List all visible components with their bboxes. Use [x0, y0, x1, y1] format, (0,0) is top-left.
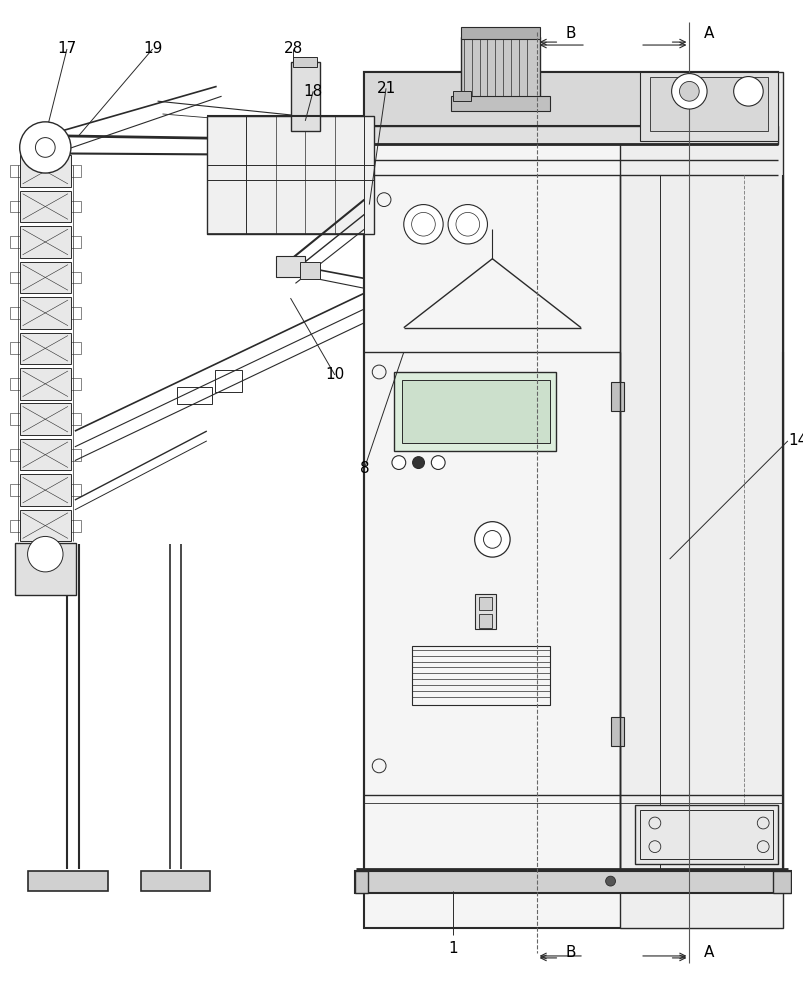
Bar	[71, 342, 80, 354]
Circle shape	[403, 205, 442, 244]
Bar	[364, 126, 777, 144]
Text: 1: 1	[447, 941, 457, 956]
Circle shape	[412, 457, 424, 468]
Bar	[71, 272, 80, 283]
Circle shape	[447, 205, 487, 244]
Bar	[354, 871, 368, 893]
Bar	[19, 368, 71, 400]
Text: 17: 17	[57, 41, 76, 56]
Bar	[71, 520, 80, 532]
Bar	[10, 342, 19, 354]
Circle shape	[19, 122, 71, 173]
Circle shape	[391, 456, 406, 469]
Bar	[10, 165, 19, 177]
Circle shape	[679, 81, 699, 101]
Bar	[10, 272, 19, 283]
Bar	[27, 871, 108, 891]
Bar	[141, 871, 210, 891]
Text: 10: 10	[324, 367, 344, 382]
Bar	[478, 597, 491, 610]
Bar	[649, 77, 767, 131]
Bar	[393, 372, 556, 451]
Circle shape	[430, 456, 445, 469]
Bar	[19, 510, 71, 541]
Bar	[639, 810, 772, 859]
Bar	[639, 72, 777, 141]
Circle shape	[27, 536, 63, 572]
Bar	[19, 474, 71, 506]
Text: 28: 28	[283, 41, 303, 56]
Bar	[411, 646, 548, 705]
Bar	[19, 439, 71, 470]
Bar	[19, 403, 71, 435]
Bar	[474, 594, 495, 629]
Bar	[609, 717, 624, 746]
Bar	[460, 27, 539, 39]
Circle shape	[474, 522, 509, 557]
Circle shape	[605, 876, 615, 886]
Bar	[10, 520, 19, 532]
Text: A: A	[703, 945, 713, 960]
Text: 21: 21	[376, 81, 395, 96]
Bar	[19, 191, 71, 222]
Bar	[10, 449, 19, 461]
Bar	[354, 871, 790, 893]
Bar	[10, 307, 19, 319]
Bar	[206, 116, 373, 234]
Bar	[293, 57, 316, 67]
Bar	[772, 871, 790, 893]
Bar	[71, 201, 80, 212]
Bar	[10, 201, 19, 212]
Bar	[19, 297, 71, 329]
Bar	[452, 91, 470, 101]
Bar	[177, 387, 211, 404]
Bar	[71, 413, 80, 425]
Bar	[10, 413, 19, 425]
Bar	[71, 378, 80, 390]
Text: 14: 14	[787, 433, 803, 448]
Bar	[450, 96, 548, 111]
Text: A: A	[703, 26, 713, 41]
Bar	[71, 165, 80, 177]
Bar	[290, 62, 320, 131]
Bar	[19, 226, 71, 258]
Bar	[609, 382, 624, 411]
Bar	[71, 449, 80, 461]
Bar	[275, 256, 305, 277]
Bar	[19, 262, 71, 293]
Bar	[402, 380, 548, 443]
Bar	[364, 72, 777, 928]
Bar	[71, 236, 80, 248]
Bar	[19, 155, 71, 187]
Bar	[478, 614, 491, 628]
Bar	[71, 307, 80, 319]
Text: B: B	[565, 26, 576, 41]
Text: B: B	[565, 945, 576, 960]
Circle shape	[733, 77, 762, 106]
Text: 19: 19	[143, 41, 162, 56]
Bar	[10, 236, 19, 248]
Bar	[10, 378, 19, 390]
Bar	[71, 484, 80, 496]
Bar	[634, 805, 777, 864]
Bar	[10, 484, 19, 496]
Bar	[620, 72, 782, 928]
Bar	[460, 37, 539, 101]
Text: 18: 18	[304, 84, 322, 99]
Bar	[300, 262, 320, 279]
Bar	[19, 333, 71, 364]
Bar	[214, 370, 242, 392]
Bar	[364, 72, 777, 126]
Bar	[14, 543, 75, 595]
Text: 8: 8	[359, 461, 369, 476]
Circle shape	[671, 74, 706, 109]
